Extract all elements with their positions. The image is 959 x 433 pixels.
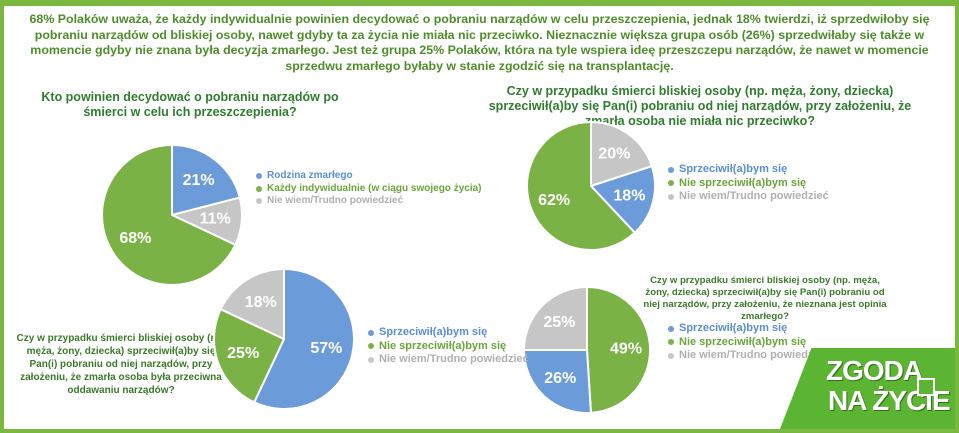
chart-1-title: Kto powinien decydować o pobraniu narząd… xyxy=(41,90,339,119)
legend-marker xyxy=(256,173,262,180)
legend-item: Sprzeciwił(a)bym się xyxy=(368,326,529,340)
pie-slice-2 xyxy=(526,120,637,251)
legend-label: Nie sprzeciwił(a)bym się xyxy=(379,339,507,352)
legend-item: Nie sprzeciwił(a)bym się xyxy=(368,340,529,354)
legend-label: Nie wiem/Trudno powiedzieć xyxy=(379,353,529,365)
legend-label: Rodzina zmarłego xyxy=(267,170,353,181)
slice-label-1: 57% xyxy=(310,340,342,357)
left-border xyxy=(0,0,4,433)
legend-marker xyxy=(668,166,674,173)
pie-slice-3 xyxy=(522,285,588,351)
legend-marker xyxy=(368,329,374,336)
logo-line-1: ZGODA xyxy=(826,355,923,386)
legend-item: Każdy indywidualnie (w ciągu swojego życ… xyxy=(256,183,482,196)
checkbox-icon xyxy=(917,378,935,396)
pie-slice-1 xyxy=(589,164,656,235)
legend-marker xyxy=(668,339,674,346)
chart-1-legend: Rodzina zmarłego Każdy indywidualnie (w c… xyxy=(256,170,482,208)
legend-marker xyxy=(368,356,374,363)
pie-chart-4: 49% 26% 25% xyxy=(522,285,652,414)
pie-slice-1 xyxy=(171,143,242,217)
legend-label: Sprzeciwił(a)bym się xyxy=(679,322,788,334)
legend-marker xyxy=(668,325,674,332)
legend-label: Sprzeciwił(a)bym się xyxy=(379,326,488,338)
legend-marker xyxy=(668,193,674,200)
legend-marker xyxy=(668,180,674,187)
slice-label-2: 25% xyxy=(227,345,259,362)
legend-item: Nie wiem/Trudno powiedzieć xyxy=(256,195,482,208)
chart-4-title: Czy w przypadku śmierci bliskiej osoby (… xyxy=(643,275,887,322)
pie-chart-1: 21% 11% 68% xyxy=(101,143,243,286)
pie-slice-2 xyxy=(213,307,286,404)
legend-label: Nie wiem/Trudno powiedzieć xyxy=(267,195,404,206)
pie-slice-1 xyxy=(522,349,593,414)
chart-2-legend: Sprzeciwił(a)bym się Nie sprzeciwił(a)bym… xyxy=(668,163,829,204)
slice-label-3: 11% xyxy=(200,211,231,228)
legend-label: Nie wiem/Trudno powiedzieć xyxy=(679,349,829,361)
slice-label-3: 25% xyxy=(543,314,575,331)
legend-marker xyxy=(368,343,374,350)
slice-label-3: 18% xyxy=(245,294,277,311)
legend-item: Nie wiem/Trudno powiedzieć xyxy=(368,353,529,367)
slice-label-2: 49% xyxy=(610,340,642,357)
pie-slice-2 xyxy=(101,143,237,286)
legend-marker xyxy=(668,352,674,359)
legend-item: Nie sprzeciwił(a)bym się xyxy=(668,177,829,191)
pie-chart-2: 20% 18% 62% xyxy=(526,120,656,251)
chart-3-legend: Sprzeciwił(a)bym się Nie sprzeciwił(a)bym… xyxy=(368,326,529,367)
slice-label-3: 20% xyxy=(598,145,630,162)
slice-label-1: 21% xyxy=(183,172,215,189)
legend-item: Nie sprzeciwił(a)bym się xyxy=(668,336,829,350)
pie-slice-1 xyxy=(252,267,355,410)
slice-label-2: 62% xyxy=(538,192,570,209)
legend-label: Sprzeciwił(a)bym się xyxy=(679,163,788,175)
slice-label-2: 68% xyxy=(119,230,151,247)
top-border xyxy=(0,0,959,6)
legend-label: Nie wiem/Trudno powiedzieć xyxy=(679,190,829,202)
legend-item: Sprzeciwił(a)bym się xyxy=(668,163,829,177)
legend-label: Nie sprzeciwił(a)bym się xyxy=(679,176,807,189)
chart-3-title: Czy w przypadku śmierci bliskiej osoby (… xyxy=(16,333,226,396)
pie-slice-2 xyxy=(586,285,652,414)
intro-text: 68% Polaków uważa, że każdy indywidualni… xyxy=(29,12,930,73)
legend-marker xyxy=(256,185,262,192)
legend-item: Sprzeciwił(a)bym się xyxy=(668,322,829,336)
legend-item: Nie wiem/Trudno powiedzieć xyxy=(668,190,829,204)
chart-4-legend: Sprzeciwił(a)bym się Nie sprzeciwił(a)bym… xyxy=(668,322,829,363)
legend-item: Rodzina zmarłego xyxy=(256,170,482,183)
legend-item: Nie wiem/Trudno powiedzieć xyxy=(668,349,829,363)
right-border xyxy=(955,0,959,433)
bottom-border xyxy=(0,429,959,433)
chart-2-title: Czy w przypadku śmierci bliskiej osoby (… xyxy=(488,84,912,128)
pie-chart-3: 57% 25% 18% xyxy=(213,267,355,410)
slice-label-1: 26% xyxy=(544,370,576,387)
legend-label: Każdy indywidualnie (w ciągu swojego życ… xyxy=(267,182,482,194)
slice-label-1: 18% xyxy=(613,187,645,204)
legend-marker xyxy=(256,198,262,205)
intro-paragraph: 68% Polaków uważa, że każdy indywidualni… xyxy=(14,12,945,74)
pie-slice-3 xyxy=(219,267,285,341)
legend-label: Nie sprzeciwił(a)bym się xyxy=(679,335,807,348)
pie-slice-3 xyxy=(590,120,654,188)
